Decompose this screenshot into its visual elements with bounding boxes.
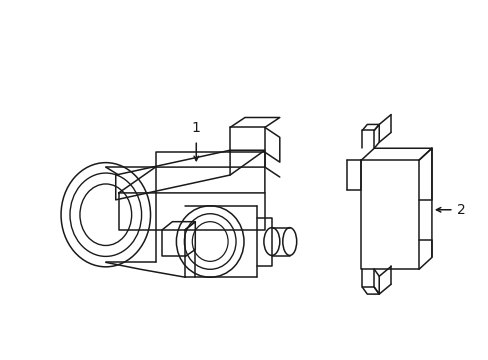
Text: 2: 2 <box>456 203 465 217</box>
Text: 1: 1 <box>191 121 200 135</box>
